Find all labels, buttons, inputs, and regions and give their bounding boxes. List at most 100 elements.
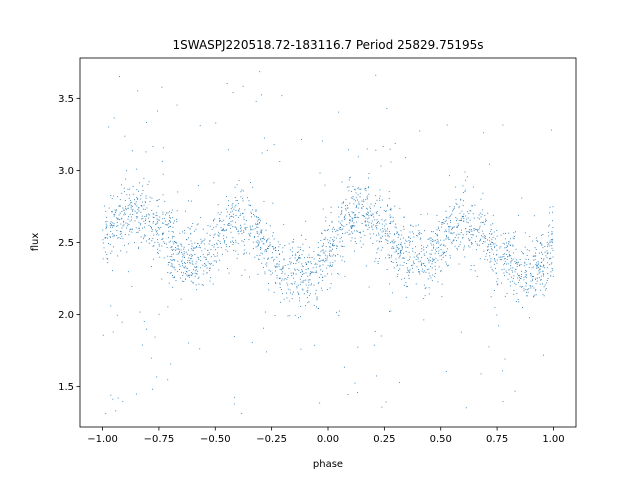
data-point <box>496 244 498 246</box>
data-point <box>368 173 370 174</box>
data-point <box>543 295 545 297</box>
data-point <box>169 220 171 222</box>
data-point <box>456 218 458 220</box>
data-point <box>162 218 164 220</box>
data-point <box>283 298 285 300</box>
data-point <box>476 276 478 278</box>
data-point <box>519 285 521 287</box>
data-point <box>466 176 468 178</box>
data-point <box>296 287 298 289</box>
data-point <box>128 197 130 199</box>
data-point <box>376 219 378 221</box>
data-point <box>430 237 432 239</box>
data-point <box>397 273 399 275</box>
data-point <box>507 278 509 280</box>
data-point <box>183 252 185 254</box>
data-point <box>317 283 319 285</box>
data-point <box>318 254 320 256</box>
data-point <box>340 226 342 228</box>
data-point <box>200 247 201 249</box>
data-point <box>357 187 359 189</box>
data-point <box>537 273 539 275</box>
data-point <box>512 245 514 247</box>
data-point <box>171 212 173 214</box>
data-point <box>365 213 367 215</box>
data-point <box>313 304 315 306</box>
data-point <box>462 216 464 218</box>
data-point <box>217 234 219 236</box>
data-point <box>448 217 450 219</box>
data-point <box>541 244 543 246</box>
data-point <box>430 265 432 267</box>
data-point <box>248 233 250 235</box>
data-point <box>494 243 496 245</box>
data-point <box>173 266 175 268</box>
data-point <box>129 213 131 215</box>
data-point <box>307 302 309 304</box>
data-point <box>256 233 258 234</box>
data-point <box>210 256 212 258</box>
data-point <box>167 212 169 214</box>
data-point <box>391 292 393 294</box>
data-point <box>131 228 133 230</box>
data-point <box>348 234 350 236</box>
data-point <box>183 251 185 253</box>
data-point <box>502 401 504 402</box>
data-point <box>530 273 532 275</box>
data-point <box>186 239 188 241</box>
data-point <box>127 205 129 207</box>
data-point <box>438 242 440 244</box>
data-point <box>210 263 212 265</box>
data-point <box>177 260 179 262</box>
data-point <box>303 273 305 274</box>
data-point <box>340 224 342 226</box>
data-point <box>227 268 229 269</box>
data-point <box>514 231 516 233</box>
data-point <box>143 236 145 238</box>
data-point <box>440 249 442 251</box>
data-point <box>188 249 189 251</box>
data-point <box>202 284 204 286</box>
data-point <box>171 231 173 233</box>
data-point <box>439 229 440 231</box>
data-point <box>503 268 505 270</box>
data-point <box>164 200 166 202</box>
data-point <box>436 247 438 249</box>
data-point <box>243 252 245 254</box>
data-point <box>197 278 199 279</box>
data-point <box>515 283 517 285</box>
data-point <box>251 342 253 344</box>
data-point <box>298 254 300 256</box>
data-point <box>448 229 450 231</box>
data-point <box>551 239 553 241</box>
data-point <box>267 248 269 250</box>
data-point <box>210 262 212 264</box>
data-point <box>249 205 251 207</box>
data-point <box>158 198 160 200</box>
data-point <box>526 270 528 272</box>
data-point <box>433 258 435 260</box>
data-point <box>290 249 292 251</box>
data-point <box>355 205 357 207</box>
data-point <box>550 263 552 265</box>
data-point <box>511 280 513 282</box>
data-point <box>385 211 387 213</box>
data-point <box>445 229 447 231</box>
data-point <box>366 214 368 216</box>
data-point <box>131 231 133 233</box>
data-point <box>422 268 424 270</box>
data-point <box>356 230 358 232</box>
data-point <box>540 275 542 277</box>
data-point <box>455 234 457 236</box>
data-point <box>248 204 250 206</box>
data-point <box>473 265 475 266</box>
data-point <box>206 232 208 234</box>
data-point <box>398 244 400 245</box>
data-point <box>438 221 440 223</box>
data-point <box>480 216 482 218</box>
data-point <box>405 239 407 241</box>
data-point <box>117 218 119 220</box>
data-point <box>229 213 230 215</box>
data-point <box>456 204 458 205</box>
data-point <box>433 244 434 246</box>
